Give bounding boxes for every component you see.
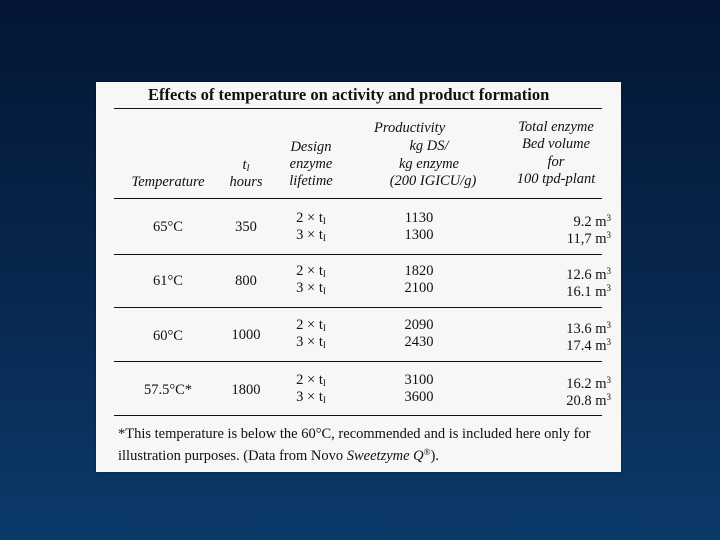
row-2-rule (114, 307, 602, 308)
row-3-rule (114, 361, 602, 362)
header-bed-4: 100 tpd-plant (516, 171, 596, 187)
row-2-design-1: 2 × tI (296, 263, 326, 279)
row-3-prod-2: 2430 (404, 334, 434, 350)
row-1-design-2: 3 × tI (296, 227, 326, 243)
footnote: *This temperature is below the 60°C, rec… (118, 426, 591, 464)
row-4-bed-1: 16.2 m3 (566, 375, 611, 392)
row-2-prod-1: 1820 (404, 263, 434, 279)
row-4-t1: 1800 (231, 382, 261, 398)
row-1-prod-1: 1130 (404, 210, 434, 226)
header-t1: tI (242, 157, 250, 173)
row-1-t1: 350 (235, 219, 257, 235)
row-4-prod-1: 3100 (404, 372, 434, 388)
row-1-bed-2: 11,7 m3 (566, 230, 611, 247)
header-prod-4: (200 IGICU/g) (389, 173, 477, 189)
row-2-bed-2: 16.1 m3 (566, 283, 611, 300)
header-t1-unit: hours (229, 174, 263, 190)
row-4-design-2: 3 × tI (296, 389, 326, 405)
row-2-prod-2: 2100 (404, 280, 434, 296)
row-3-prod-1: 2090 (404, 317, 434, 333)
header-prod-1: Productivity (374, 120, 446, 136)
row-4-temperature: 57.5°C* (143, 382, 193, 398)
header-bed-3: for (547, 154, 565, 170)
row-1-bed-1: 9.2 m3 (573, 213, 611, 230)
row-1-prod-2: 1300 (404, 227, 434, 243)
row-4-design-1: 2 × tI (296, 372, 326, 388)
table-figure: Effects of temperature on activity and p… (96, 82, 621, 472)
bottom-rule (114, 415, 602, 416)
row-3-temperature: 60°C (153, 328, 183, 344)
title-rule (114, 108, 602, 109)
header-rule (114, 198, 602, 199)
row-2-temperature: 61°C (153, 273, 183, 289)
row-2-t1: 800 (235, 273, 257, 289)
header-design-3: lifetime (289, 173, 333, 189)
row-2-bed-1: 12.6 m3 (566, 266, 611, 283)
row-3-bed-2: 17.4 m3 (566, 337, 611, 354)
header-prod-3: kg enzyme (399, 156, 459, 172)
row-3-design-1: 2 × tI (296, 317, 326, 333)
row-4-prod-2: 3600 (404, 389, 434, 405)
row-1-rule (114, 254, 602, 255)
row-1-temperature: 65°C (153, 219, 183, 235)
header-temperature: Temperature (131, 174, 205, 190)
table-title: Effects of temperature on activity and p… (148, 85, 550, 104)
row-3-t1: 1000 (231, 327, 261, 343)
header-design-1: Design (290, 139, 332, 155)
row-1-design-1: 2 × tI (296, 210, 326, 226)
row-3-design-2: 3 × tI (296, 334, 326, 350)
header-bed-1: Total enzyme (518, 119, 594, 135)
row-3-bed-1: 13.6 m3 (566, 320, 611, 337)
header-prod-2: kg DS/ (409, 138, 449, 154)
row-4-bed-2: 20.8 m3 (566, 392, 611, 409)
header-bed-2: Bed volume (521, 136, 591, 152)
header-design-2: enzyme (289, 156, 333, 172)
row-2-design-2: 3 × tI (296, 280, 326, 296)
